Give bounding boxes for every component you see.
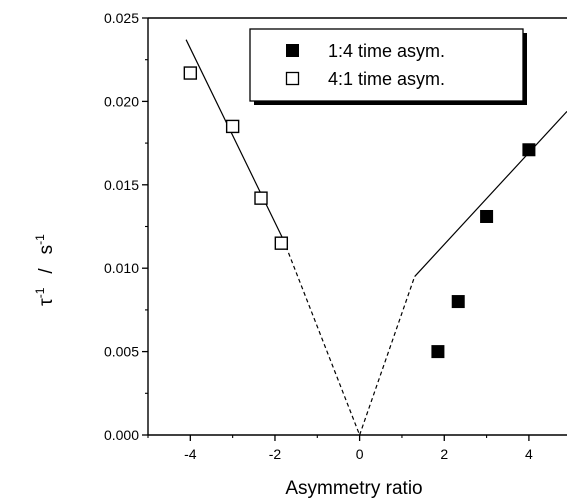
legend-marker-open-square xyxy=(285,71,300,86)
svg-text:τ-1/s-1: τ-1/s-1 xyxy=(33,234,57,306)
y-tick-label: 0.000 xyxy=(104,427,139,443)
x-tick-label: 4 xyxy=(525,446,533,462)
y-tick-label: 0.025 xyxy=(104,10,139,26)
x-tick-label: 0 xyxy=(356,446,364,462)
fit-line-solid xyxy=(185,39,284,241)
data-point-filled-square xyxy=(431,345,445,359)
x-tick-label: -2 xyxy=(269,446,282,462)
data-point-open-square xyxy=(225,119,240,134)
data-point-filled-square xyxy=(451,295,465,309)
y-tick-label: 0.005 xyxy=(104,344,139,360)
y-axis-title-base: τ xyxy=(36,298,57,306)
y-axis-title-unit: s xyxy=(36,245,57,255)
legend-label-series-2: 4:1 time asym. xyxy=(328,69,445,89)
y-axis-title-unit-exponent: -1 xyxy=(33,234,47,245)
legend: 1:4 time asym. 4:1 time asym. xyxy=(249,28,527,105)
data-point-open-square xyxy=(183,66,198,80)
y-axis-title-separator: / xyxy=(36,268,57,274)
fit-line-solid xyxy=(414,111,567,277)
x-tick-label: -4 xyxy=(184,446,197,462)
legend-label-series-1: 1:4 time asym. xyxy=(328,41,445,61)
x-axis-title: Asymmetry ratio xyxy=(285,478,422,499)
data-point-filled-square xyxy=(522,143,536,157)
x-tick-label: 2 xyxy=(440,446,448,462)
legend-box xyxy=(249,28,524,102)
data-point-open-square xyxy=(274,236,289,250)
fit-line-dashed xyxy=(282,239,361,436)
fit-lines xyxy=(185,39,567,436)
data-point-open-square xyxy=(254,191,268,205)
fit-line-dashed xyxy=(359,276,416,436)
data-points xyxy=(183,66,536,359)
axes: 0.000 0.005 0.010 0.015 0.020 0.025 -4 -2 0 2 4 xyxy=(104,10,567,462)
y-tick-label: 0.015 xyxy=(104,177,139,193)
legend-marker-filled-square xyxy=(286,44,299,57)
y-tick-label: 0.020 xyxy=(104,93,139,109)
data-point-filled-square xyxy=(480,209,494,223)
y-axis-title-exponent: -1 xyxy=(33,287,47,298)
y-tick-label: 0.010 xyxy=(104,260,139,276)
y-axis-title: τ-1/s-1 xyxy=(33,234,57,306)
